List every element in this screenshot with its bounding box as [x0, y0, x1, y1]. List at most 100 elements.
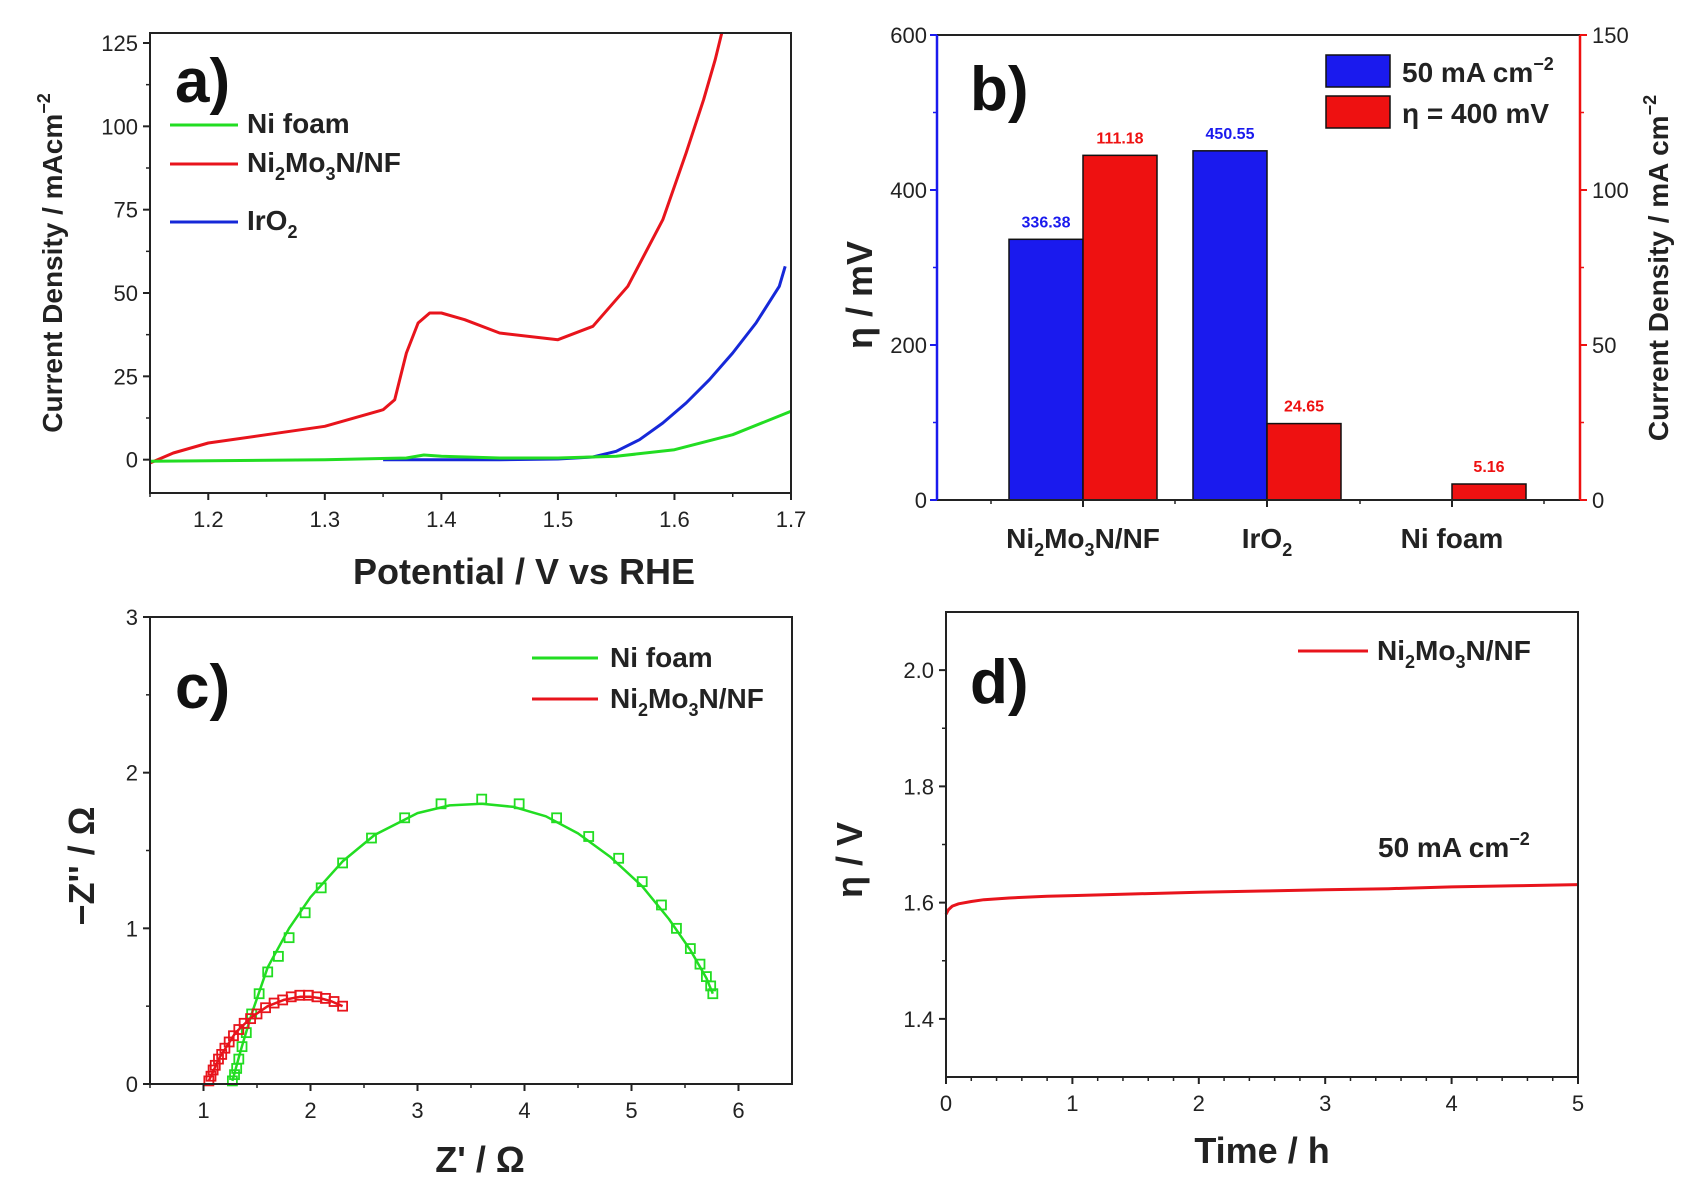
y-tick-label: 1.6 [903, 891, 934, 916]
text-span: 2 [1282, 540, 1292, 560]
panel-label: a) [175, 47, 230, 116]
fit-line [231, 802, 714, 1082]
data-point [337, 857, 349, 869]
panel-label: b) [970, 55, 1029, 124]
data-point [671, 922, 682, 934]
x-tick-label: 1 [1066, 1091, 1078, 1116]
text-span: 3 [1455, 652, 1465, 672]
x-tick-label: 5 [625, 1098, 637, 1123]
text-span: Ni foam [610, 642, 713, 673]
text-span: −2 [1533, 54, 1554, 74]
text-span: Mo [1044, 523, 1084, 554]
y-tick-label: 3 [126, 605, 138, 630]
data-point [636, 876, 648, 888]
data-point [399, 812, 411, 824]
x-axis-title: Potential / V vs RHE [353, 551, 695, 592]
x-tick-label: 1 [197, 1098, 209, 1123]
text-span: 2 [1405, 652, 1415, 672]
text-span: 2 [638, 700, 648, 720]
y-tick-label: 600 [890, 23, 927, 48]
y-tick-label: 0 [915, 488, 927, 513]
y2-tick-label: 0 [1592, 488, 1604, 513]
bar-value-label: 5.16 [1473, 459, 1504, 476]
x-tick-label: 5 [1572, 1091, 1584, 1116]
series-line [944, 883, 1579, 916]
data-point [216, 1049, 228, 1060]
series-line [150, 409, 791, 463]
bar [1008, 238, 1084, 501]
bar [1266, 422, 1342, 501]
text-span: −2 [1509, 829, 1530, 849]
legend-label: IrO2 [247, 205, 297, 242]
x-tick-label: IrO2 [1242, 523, 1292, 560]
legend-swatch [1325, 95, 1391, 129]
y-axis-title: −Z'' / Ω [61, 806, 102, 925]
data-point [272, 950, 284, 962]
y-tick-label: 75 [114, 198, 138, 223]
text-span: N/NF [1465, 635, 1530, 666]
text-span: 50 mA cm [1378, 832, 1509, 863]
text-span: 3 [325, 164, 335, 184]
text-span: Mo [285, 147, 325, 178]
text-span: −2 [1640, 95, 1660, 116]
panel-label: c) [175, 653, 230, 722]
text-span: Ni foam [247, 108, 350, 139]
text-span: IrO [247, 205, 287, 236]
x-tick-label: 1.4 [426, 507, 457, 532]
y-tick-label: 2 [126, 761, 138, 786]
text-span: N/NF [1095, 523, 1160, 554]
data-point [476, 793, 488, 805]
data-point [302, 989, 314, 1001]
text-span: Current Density / mAcm [37, 114, 68, 433]
text-span: Ni [1006, 523, 1034, 554]
text-span: 2 [1034, 540, 1044, 560]
y-tick-label: 100 [101, 114, 138, 139]
x-tick-label: 1.3 [310, 507, 341, 532]
data-point [236, 1041, 248, 1053]
legend-label: 50 mA cm−2 [1402, 54, 1554, 88]
x-tick-label: 6 [732, 1098, 744, 1123]
x-tick-label: 1.7 [776, 507, 807, 532]
text-span: N/NF [698, 683, 763, 714]
bar-value-label: 450.55 [1206, 126, 1255, 143]
y-axis-title: η / V [829, 822, 870, 898]
series-line [383, 265, 787, 462]
plot-area [150, 33, 791, 465]
x-tick-label: 4 [1445, 1091, 1457, 1116]
data-point [366, 832, 377, 844]
y-tick-label: 25 [114, 364, 138, 389]
y-tick-label: 200 [890, 333, 927, 358]
x-tick-label: 1.2 [193, 507, 224, 532]
data-point [694, 958, 706, 970]
text-span: Ni [1377, 635, 1405, 666]
text-span: IrO [1242, 523, 1282, 554]
data-point [226, 1075, 238, 1087]
plot-frame [149, 32, 792, 494]
x-axis-title: Z' / Ω [435, 1139, 524, 1180]
y-tick-label: 1 [126, 916, 138, 941]
legend-label: η = 400 mV [1402, 98, 1549, 129]
data-point [229, 1069, 240, 1081]
y2-axis-title: Current Density / mA cm−2 [1640, 95, 1674, 441]
y-tick-label: 400 [890, 178, 927, 203]
data-point [435, 798, 447, 810]
data-point [299, 907, 311, 919]
x-tick-label: 3 [1319, 1091, 1331, 1116]
x-tick-label: 2 [1193, 1091, 1205, 1116]
x-tick-label: Ni2Mo3N/NF [1006, 523, 1160, 560]
text-span: 3 [1085, 540, 1095, 560]
x-axis-title: Time / h [1194, 1130, 1329, 1171]
text-span: Ni [610, 683, 638, 714]
y-axis-title: Current Density / mAcm−2 [34, 93, 68, 433]
y-tick-label: 1.4 [903, 1007, 934, 1032]
bar-value-label: 24.65 [1284, 399, 1324, 416]
y-tick-label: 2.0 [903, 658, 934, 683]
data-point [233, 1053, 245, 1065]
y-axis-title: η / mV [839, 241, 880, 349]
text-span: Mo [1415, 635, 1455, 666]
data-point [551, 812, 562, 824]
text-span: N/NF [335, 147, 400, 178]
y2-tick-label: 50 [1592, 333, 1616, 358]
bar [1082, 154, 1158, 501]
